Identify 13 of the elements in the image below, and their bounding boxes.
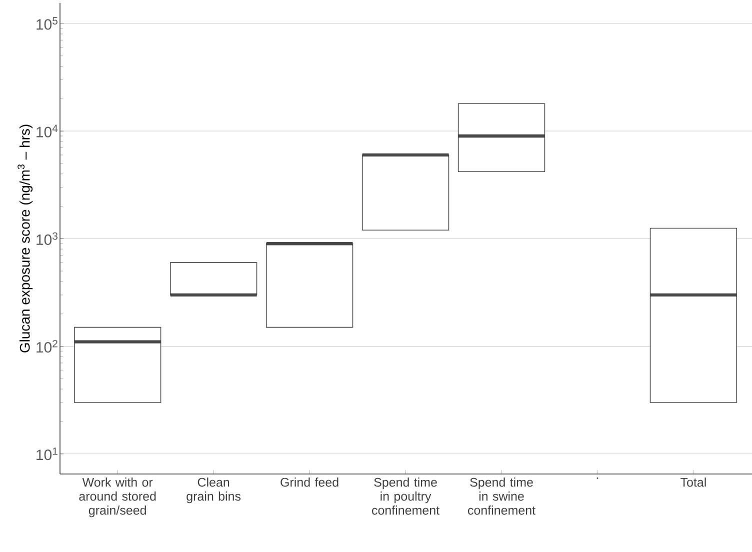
y-axis-title: Glucan exposure score (ng/m$^{3}$ – hrs) [18,124,33,352]
y-tick-label: 10$^{2}$ [36,340,58,353]
x-tick-label: Total [680,478,706,487]
x-tick-label: Spend time in swine confinement [468,478,536,515]
y-tick-label: 10$^{5}$ [36,17,58,30]
y-tick-label: 10$^{1}$ [36,448,58,460]
x-tick-label: Clean grain bins [186,478,241,504]
y-tick-label: 10$^{4}$ [36,124,58,138]
x-tick-label: Grind feed [280,478,338,487]
x-tick-label: Spend time in poultry confinement [372,478,440,515]
y-tick-label: 10$^{3}$ [36,232,58,246]
x-tick-label: Work with or around stored grain/seed [79,478,156,518]
x-tick-label: . [596,478,598,479]
